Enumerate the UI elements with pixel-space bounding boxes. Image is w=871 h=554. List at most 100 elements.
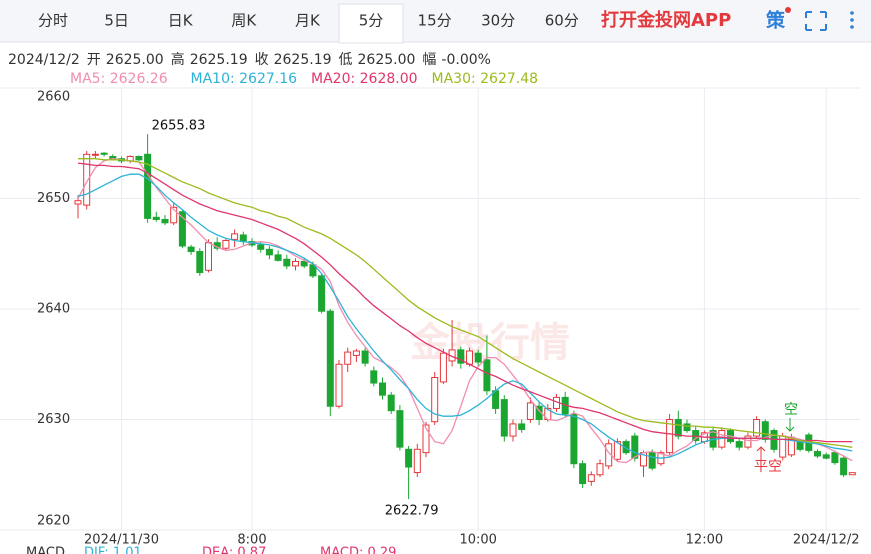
- app-link[interactable]: 打开金投网APP: [601, 9, 731, 31]
- y-tick-label: 2660: [37, 90, 70, 105]
- tab[interactable]: 15分: [418, 12, 452, 30]
- candle-body: [587, 474, 595, 482]
- candle-body: [761, 421, 769, 440]
- x-tick-label: 10:00: [459, 533, 496, 548]
- info-label: 低: [339, 52, 353, 68]
- signal-label: 平空: [754, 459, 782, 475]
- candle-body: [848, 472, 856, 476]
- candle-body: [231, 233, 239, 240]
- candle-body: [361, 350, 369, 364]
- y-tick-label: 2650: [37, 191, 70, 206]
- ma-line: [77, 173, 853, 459]
- candle-body: [744, 435, 752, 448]
- ma-legend: MA20: 2628.00: [311, 71, 418, 87]
- candle-body: [831, 452, 839, 464]
- info-value: 2625.00: [358, 52, 416, 68]
- macd-label: MACD: 0.29: [320, 546, 396, 554]
- candle-body: [570, 413, 578, 465]
- candle-body: [239, 234, 247, 243]
- info-label: 收: [255, 52, 269, 68]
- candle-body: [840, 457, 848, 476]
- macd-label: DIF: 1.01: [84, 546, 142, 554]
- candle-body: [335, 363, 343, 407]
- y-tick-label: 2640: [37, 302, 70, 317]
- candle-body: [379, 382, 386, 396]
- candle-body: [666, 419, 674, 454]
- watermark: 金投行情: [409, 320, 570, 366]
- strategy-icon[interactable]: 策: [766, 9, 786, 32]
- candle-body: [370, 370, 378, 384]
- active-tab: [338, 3, 404, 44]
- candle-body: [526, 402, 534, 420]
- tab[interactable]: 分时: [38, 12, 68, 30]
- candle-body: [457, 349, 465, 364]
- candle-body: [735, 441, 743, 448]
- candle-body: [683, 423, 691, 432]
- candle-body: [292, 260, 299, 267]
- candle-body: [178, 211, 186, 247]
- x-tick-label: 2024/12/2: [793, 533, 860, 548]
- candle-body: [100, 152, 108, 155]
- candle-body: [431, 377, 439, 423]
- candle-body: [187, 246, 195, 253]
- candle-body: [500, 399, 508, 437]
- info-label: 幅: [422, 52, 436, 68]
- ma-line: [78, 158, 853, 448]
- candle-body: [344, 351, 352, 365]
- candle-body: [405, 448, 413, 468]
- candle-body: [753, 419, 761, 437]
- candle-body: [135, 156, 143, 161]
- tab[interactable]: 周K: [231, 12, 257, 30]
- tab[interactable]: 5日: [104, 12, 129, 30]
- tab[interactable]: 60分: [545, 12, 579, 30]
- candle-body: [466, 350, 473, 365]
- macd-label: DEA: 0.87: [202, 546, 266, 554]
- info-date: 2024/12/2: [8, 52, 80, 68]
- candle-body: [326, 310, 334, 407]
- low-label: 2622.79: [385, 504, 439, 519]
- x-tick-label: 2024/11/30: [84, 533, 159, 548]
- candle-body: [596, 463, 604, 476]
- tab[interactable]: 30分: [481, 12, 515, 30]
- candle-body: [387, 394, 395, 412]
- x-tick-label: 12:00: [686, 533, 723, 548]
- candle-body: [309, 264, 317, 277]
- candle-body: [413, 448, 421, 474]
- tab[interactable]: 月K: [295, 12, 321, 30]
- badge-dot: [785, 7, 791, 13]
- candle-body: [674, 419, 682, 437]
- y-tick-label: 2620: [37, 514, 70, 529]
- info-label: 高: [171, 51, 185, 68]
- candle-body: [161, 218, 169, 224]
- ma-legend: MA30: 2627.48: [432, 71, 539, 87]
- candle-body: [796, 441, 804, 450]
- signal-label: 空: [784, 402, 798, 418]
- candle-body: [352, 350, 360, 356]
- candle-body: [814, 451, 821, 457]
- plot: MA5: 2626.26 MA10: 2627.16 MA20: 2628.00 MA…: [0, 71, 860, 554]
- tab[interactable]: 日K: [168, 12, 194, 30]
- ma-legend: MA5: 2626.26: [70, 71, 168, 87]
- candle-body: [474, 352, 482, 363]
- signal-arrow-up: [756, 446, 766, 460]
- ma-line: [77, 162, 853, 443]
- tab[interactable]: 5分: [359, 12, 384, 30]
- x-tick-label: 8:00: [237, 533, 266, 548]
- candle-body: [622, 441, 630, 454]
- fullscreen-icon[interactable]: [805, 11, 827, 31]
- tabs: 分时 5日 日K 周K 月K 5分 15分 30分 60分: [38, 3, 579, 44]
- info-label: 开: [87, 52, 101, 68]
- candle-body: [91, 153, 99, 156]
- y-tick-label: 2630: [37, 412, 70, 427]
- candle-body: [648, 452, 656, 469]
- more-icon[interactable]: [850, 11, 854, 29]
- candle-body: [300, 260, 308, 267]
- ma-line: [77, 158, 853, 464]
- candle-body: [396, 410, 404, 448]
- info-value: -0.00%: [441, 52, 491, 68]
- candle-body: [257, 244, 265, 250]
- candle-body: [205, 242, 212, 271]
- candle-body: [613, 441, 621, 460]
